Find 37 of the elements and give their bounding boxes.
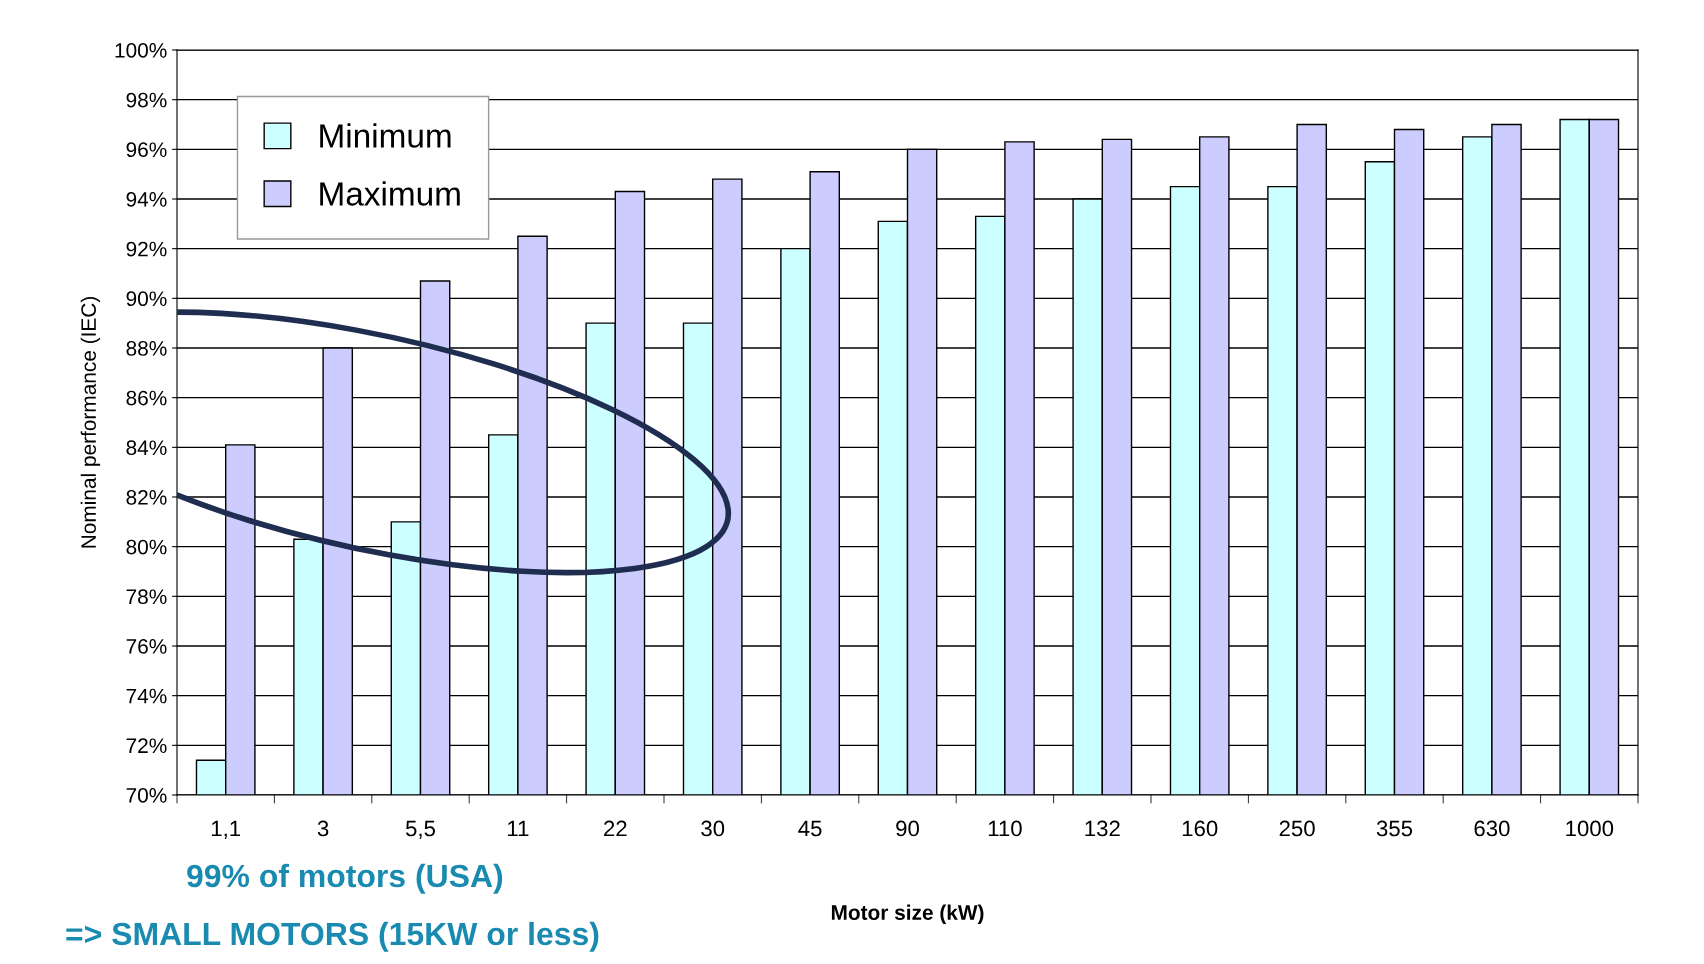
y-tick-label: 100% <box>115 43 167 58</box>
legend-label: Minimum <box>320 123 451 148</box>
y-tick-label: 76% <box>126 639 167 654</box>
text: 99% of motors (USA) <box>187 863 503 894</box>
x-tick-label: 355 <box>1376 820 1413 837</box>
x-tick-label: 630 <box>1474 820 1510 837</box>
y-tick-label: 86% <box>126 390 167 406</box>
y-tick-label: 94% <box>126 192 167 207</box>
y-tick-label: 84% <box>126 440 167 456</box>
x-tick-label: 1000 <box>1566 820 1614 837</box>
x-tick-label: 132 <box>1085 820 1120 837</box>
x-tick-label: 160 <box>1182 820 1218 837</box>
x-tick-label: 22 <box>604 820 627 837</box>
y-tick-label: 78% <box>126 589 167 605</box>
x-tick-label: 30 <box>701 820 725 837</box>
y-tick-label: 74% <box>126 688 167 704</box>
y-tick-label: 80% <box>126 539 167 555</box>
y-tick-label: 82% <box>126 490 167 505</box>
y-axis-title: Nominal performance (IEC) <box>80 297 101 548</box>
x-tick-label: 1,1 <box>211 820 241 839</box>
y-tick-label: 98% <box>126 92 167 108</box>
x-axis-title: Motor size (kW) <box>831 904 984 925</box>
x-tick-label: 3 <box>317 820 329 837</box>
x-tick-label: 110 <box>988 820 1022 837</box>
x-tick-label: 250 <box>1279 820 1315 837</box>
y-tick-label: 88% <box>126 341 167 356</box>
y-tick-label: 96% <box>126 142 167 158</box>
y-tick-label: 92% <box>126 241 167 257</box>
x-tick-label: 90 <box>896 820 919 837</box>
text: => SMALL MOTORS (15KW or less) <box>66 921 599 952</box>
y-tick-label: 72% <box>126 738 167 754</box>
x-tick-label: 5,5 <box>405 820 436 839</box>
y-tick-label: 90% <box>126 291 167 307</box>
x-tick-label: 45 <box>798 820 822 837</box>
legend-label: Maximum <box>320 181 460 206</box>
y-tick-label: 70% <box>126 788 167 803</box>
x-tick-label: 11 <box>508 820 529 837</box>
